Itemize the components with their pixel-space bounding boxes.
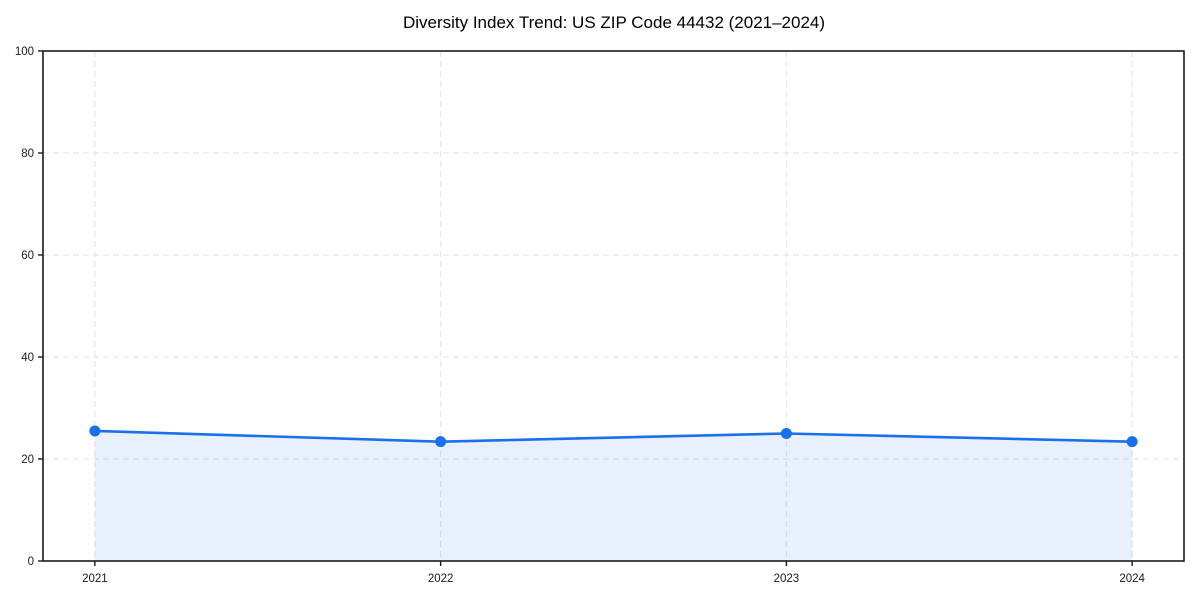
y-tick-label: 80 [21, 148, 34, 160]
y-tick-label: 60 [21, 250, 34, 262]
y-tick-label: 100 [15, 46, 34, 58]
y-tick-label: 40 [21, 352, 34, 364]
x-tick-label: 2021 [82, 573, 108, 585]
x-tick-label: 2024 [1119, 573, 1145, 585]
data-point-marker [435, 436, 447, 448]
area-fill [94, 430, 1133, 561]
x-tick-label: 2022 [428, 573, 454, 585]
y-tick-label: 20 [21, 454, 34, 466]
y-tick-label: 0 [28, 556, 34, 568]
trend-line [93, 429, 1134, 443]
x-tick-label: 2023 [774, 573, 800, 585]
axes-spines [42, 50, 1185, 562]
chart-title: Diversity Index Trend: US ZIP Code 44432… [402, 13, 826, 32]
data-point-marker [89, 425, 101, 437]
data-point-marker [1126, 436, 1138, 448]
data-point-marker [780, 428, 792, 439]
